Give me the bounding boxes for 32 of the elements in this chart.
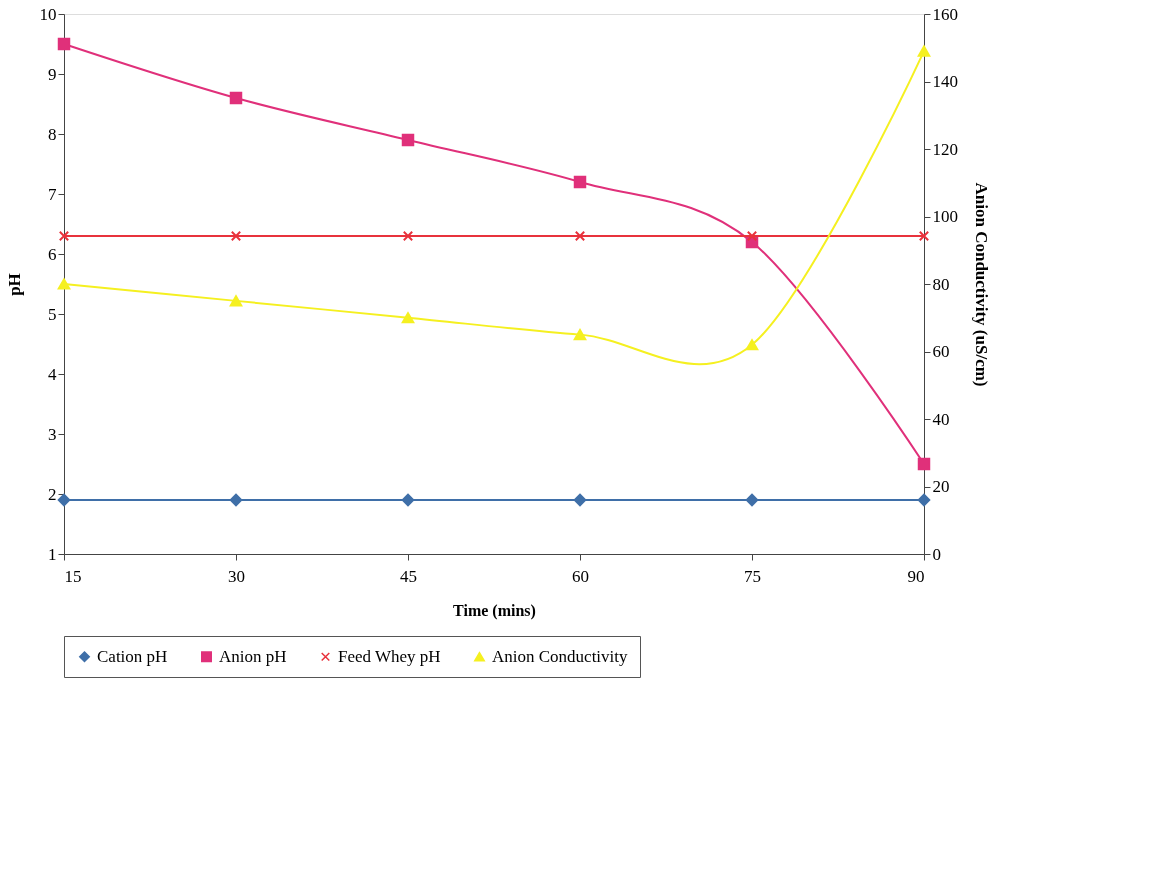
legend-label: Cation pH <box>97 646 168 666</box>
y-tick-label: 1 <box>48 544 57 564</box>
x-tick-label: 30 <box>228 566 245 586</box>
x-tick-label: 75 <box>744 566 761 586</box>
y-tick-label: 5 <box>48 304 57 324</box>
y-tick-label: 8 <box>48 124 57 144</box>
y2-tick-label: 160 <box>932 4 958 24</box>
y-tick-label: 6 <box>48 244 57 264</box>
y2-tick-label: 0 <box>932 544 941 564</box>
x-axis-title: Time (mins) <box>453 601 536 620</box>
y-axis-title: pH <box>4 273 24 296</box>
y2-tick-label: 20 <box>932 477 950 496</box>
x-tick-label: 60 <box>572 566 589 586</box>
y-tick-label: 9 <box>48 64 57 84</box>
y2-tick-label: 140 <box>932 72 958 91</box>
y-tick-label: 10 <box>39 4 57 24</box>
y-tick-label: 2 <box>48 484 57 504</box>
x-tick-label: 90 <box>907 566 925 586</box>
y2-tick-label: 120 <box>932 139 958 159</box>
y2-axis-title: Anion Conductivity (uS/cm) <box>972 182 991 387</box>
legend-label: Anion pH <box>219 646 287 666</box>
y2-tick-label: 80 <box>932 274 950 294</box>
y-tick-label: 7 <box>48 184 57 204</box>
x-tick-label: 45 <box>400 566 417 586</box>
y2-tick-label: 60 <box>932 342 950 361</box>
y2-tick-label: 100 <box>932 207 958 226</box>
legend-label: Anion Conductivity <box>492 646 629 666</box>
y-tick-label: 3 <box>48 424 57 444</box>
x-tick-label: 15 <box>64 566 82 586</box>
legend-label: Feed Whey pH <box>338 646 441 666</box>
y-tick-label: 4 <box>48 364 57 384</box>
y2-tick-label: 40 <box>932 409 950 429</box>
